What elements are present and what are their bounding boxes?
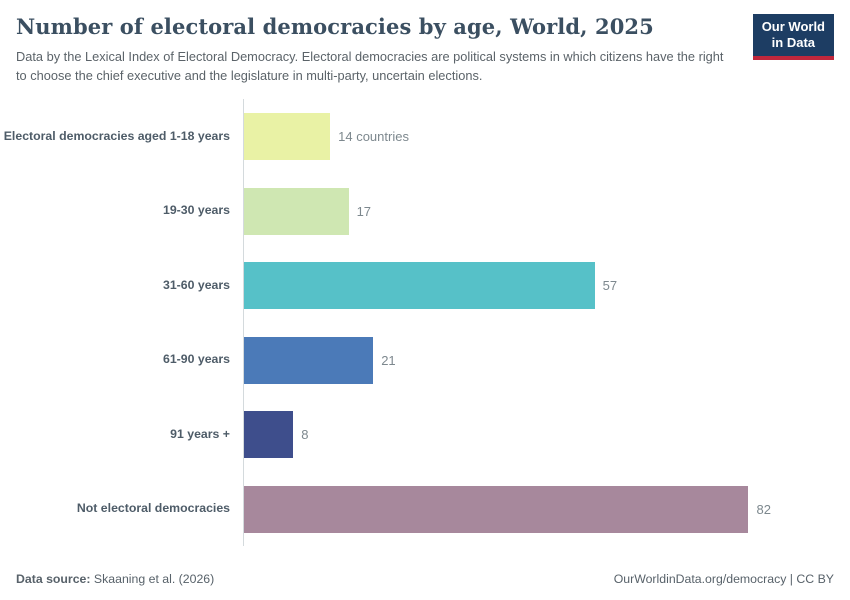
data-source-label: Data source: <box>16 572 91 586</box>
data-source-value: Skaaning et al. (2026) <box>90 572 215 586</box>
bar-area: 14 countries <box>243 99 810 174</box>
bar-row: Electoral democracies aged 1-18 years 14 … <box>0 99 810 174</box>
bar-row: 19-30 years 17 <box>0 173 810 249</box>
value-label: 8 <box>301 427 309 443</box>
bar-chart: Electoral democracies aged 1-18 years 14 … <box>0 99 850 572</box>
bar-rows: Electoral democracies aged 1-18 years 14 … <box>0 99 810 547</box>
bar-row: 61-90 years 21 <box>0 322 810 398</box>
category-label: Electoral democracies aged 1-18 years <box>3 128 230 143</box>
bar-area: 82 <box>243 471 810 547</box>
bar[interactable] <box>244 411 294 459</box>
value-label: 57 <box>602 278 618 294</box>
category-label: 31-60 years <box>162 277 230 292</box>
bar-area: 8 <box>243 397 810 472</box>
page-title: Number of electoral democracies by age, … <box>16 14 654 39</box>
title-block: Number of electoral democracies by age, … <box>16 14 736 85</box>
bar-row: Not electoral democracies 82 <box>0 471 810 547</box>
bar[interactable] <box>244 262 595 310</box>
data-source: Data source: Skaaning et al. (2026) <box>16 572 214 586</box>
value-label: 14 countries <box>338 129 409 145</box>
chart-header: Number of electoral democracies by age, … <box>0 0 850 85</box>
owid-logo-line2: in Data <box>771 35 816 51</box>
chart-footer: Data source: Skaaning et al. (2026) OurW… <box>0 572 850 600</box>
bar-area: 21 <box>243 322 810 398</box>
bar[interactable] <box>244 485 749 533</box>
chart-subtitle: Data by the Lexical Index of Electoral D… <box>16 49 724 84</box>
value-label: 82 <box>756 501 771 517</box>
owid-logo: Our World in Data <box>752 14 834 60</box>
bar[interactable] <box>244 336 374 384</box>
value-label: 17 <box>356 203 372 219</box>
category-label: 91 years + <box>170 426 230 441</box>
bar-row: 31-60 years 57 <box>0 248 810 323</box>
bar-area: 17 <box>243 173 810 249</box>
category-label: Not electoral democracies <box>76 501 230 516</box>
value-label: 21 <box>381 352 396 368</box>
category-label: 61-90 years <box>162 352 230 367</box>
footer-link[interactable]: OurWorldinData.org/democracy | CC BY <box>613 572 834 586</box>
owid-logo-line1: Our World <box>761 19 825 34</box>
category-label: 19-30 years <box>162 203 230 218</box>
bar[interactable] <box>244 187 349 235</box>
bar[interactable] <box>244 113 331 161</box>
bar-area: 57 <box>243 248 810 323</box>
bar-row: 91 years + 8 <box>0 397 810 472</box>
